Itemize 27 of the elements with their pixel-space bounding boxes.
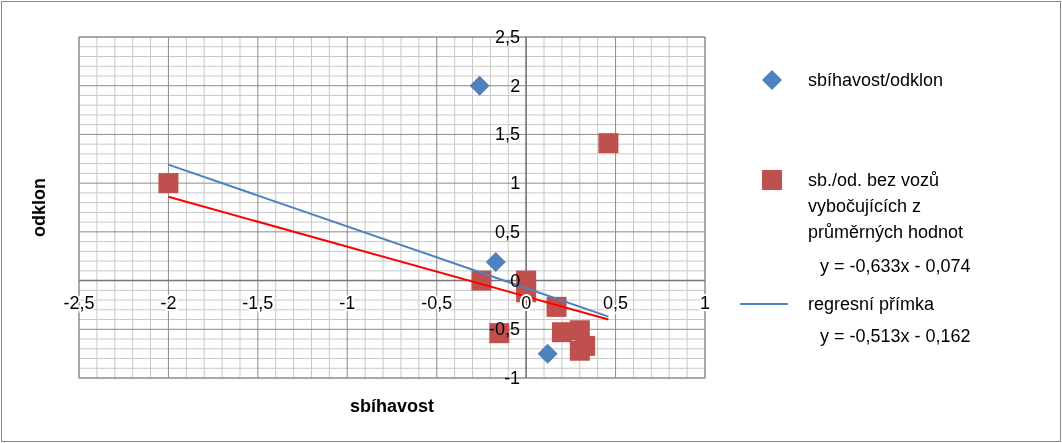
point (469, 75, 490, 96)
point (485, 252, 506, 273)
x-tick-label: -0,5 (421, 292, 453, 313)
y-tick-label: 1 (510, 173, 521, 194)
point (158, 173, 179, 194)
x-tick-label: 1 (699, 292, 711, 313)
y-tick-label: 2 (510, 75, 521, 96)
y-tick-label: 2,5 (495, 27, 521, 47)
x-tick-label: -2 (160, 292, 177, 313)
legend-label: sbíhavost/odklon (808, 70, 944, 90)
y-tick-label: -1 (504, 368, 521, 388)
y-axis-title: odklon (29, 178, 49, 237)
point (551, 322, 572, 343)
point (537, 343, 558, 364)
y-tick-label: 0 (510, 270, 521, 291)
y-tick-label: 1,5 (495, 124, 521, 145)
x-tick-label: 0,5 (603, 292, 629, 313)
text: y = -0,513x - 0,162 (820, 326, 971, 346)
x-tick-label: -1,5 (242, 292, 274, 313)
x-tick-label: -1 (339, 292, 356, 313)
y-tick-label: 0,5 (495, 221, 521, 242)
text: y = -0,633x - 0,074 (820, 256, 971, 276)
legend-label: regresní přímka (808, 294, 936, 314)
x-tick-label: -2,5 (63, 292, 95, 313)
point (598, 133, 619, 154)
x-axis-title: sbíhavost (349, 396, 435, 416)
legend-label: sb./od. bez vozů vybočujících z průměrných hodnot (808, 170, 964, 242)
